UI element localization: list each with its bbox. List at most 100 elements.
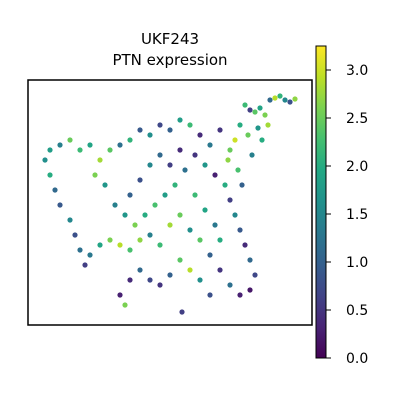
data-point xyxy=(212,222,217,227)
data-point xyxy=(247,257,252,262)
colorbar-ticks: 0.0 0.5 1.0 1.5 2.0 2.5 3.0 xyxy=(326,63,368,367)
data-point xyxy=(52,187,57,192)
data-point xyxy=(277,93,282,98)
data-point xyxy=(207,142,212,147)
data-point xyxy=(217,267,222,272)
data-point xyxy=(77,247,82,252)
data-point xyxy=(202,207,207,212)
data-point xyxy=(192,152,197,157)
data-point xyxy=(227,282,232,287)
data-point xyxy=(137,237,142,242)
data-point xyxy=(257,105,262,110)
data-point xyxy=(242,102,247,107)
data-point xyxy=(127,277,132,282)
chart-title: UKF243 xyxy=(141,30,199,48)
data-point xyxy=(132,222,137,227)
data-point xyxy=(152,202,157,207)
data-point xyxy=(117,292,122,297)
colorbar-tick-label: 0.0 xyxy=(346,351,368,367)
data-point xyxy=(242,242,247,247)
data-point xyxy=(292,96,297,101)
colorbar-tick-label: 0.5 xyxy=(346,303,368,319)
data-point xyxy=(167,127,172,132)
data-point xyxy=(259,137,264,142)
data-point xyxy=(127,192,132,197)
data-point xyxy=(47,147,52,152)
data-point xyxy=(192,192,197,197)
data-point xyxy=(287,99,292,104)
data-point xyxy=(72,232,77,237)
data-point xyxy=(202,162,207,167)
data-point xyxy=(245,132,250,137)
data-point xyxy=(187,122,192,127)
data-point xyxy=(177,147,182,152)
data-point xyxy=(255,125,260,130)
data-point xyxy=(97,157,102,162)
data-point xyxy=(102,182,107,187)
data-point xyxy=(122,212,127,217)
data-point xyxy=(177,257,182,262)
data-point xyxy=(127,247,132,252)
data-point xyxy=(272,95,277,100)
data-point xyxy=(107,237,112,242)
data-point xyxy=(157,242,162,247)
data-point xyxy=(42,157,47,162)
data-point xyxy=(157,282,162,287)
data-point xyxy=(217,237,222,242)
data-point xyxy=(207,252,212,257)
data-point xyxy=(227,197,232,202)
data-point xyxy=(87,252,92,257)
data-point xyxy=(147,232,152,237)
data-point xyxy=(147,277,152,282)
data-point xyxy=(167,272,172,277)
data-point xyxy=(172,182,177,187)
data-point xyxy=(247,107,252,112)
data-point xyxy=(197,237,202,242)
data-point xyxy=(249,152,254,157)
colorbar-tick-label: 3.0 xyxy=(346,63,368,79)
data-point xyxy=(252,272,257,277)
data-point xyxy=(177,117,182,122)
data-point xyxy=(237,122,242,127)
data-point xyxy=(222,182,227,187)
data-point xyxy=(162,192,167,197)
colorbar-tick-label: 2.5 xyxy=(346,111,368,127)
data-point xyxy=(147,162,152,167)
data-point xyxy=(92,172,97,177)
data-point xyxy=(67,137,72,142)
data-point xyxy=(217,127,222,132)
data-point xyxy=(227,147,232,152)
data-point xyxy=(47,172,52,177)
data-point xyxy=(252,109,257,114)
data-point xyxy=(187,267,192,272)
data-point xyxy=(107,147,112,152)
data-point xyxy=(197,132,202,137)
data-point xyxy=(239,182,244,187)
data-point xyxy=(232,212,237,217)
data-point xyxy=(225,157,230,162)
data-point xyxy=(167,162,172,167)
data-point xyxy=(137,267,142,272)
data-point xyxy=(187,227,192,232)
data-point xyxy=(237,227,242,232)
data-point xyxy=(147,132,152,137)
data-point xyxy=(182,167,187,172)
data-point xyxy=(197,277,202,282)
data-point xyxy=(82,262,87,267)
data-point xyxy=(77,147,82,152)
data-point xyxy=(127,137,132,142)
data-point xyxy=(247,287,252,292)
data-point xyxy=(67,217,72,222)
data-point xyxy=(267,97,272,102)
data-point xyxy=(157,152,162,157)
colorbar xyxy=(316,46,326,358)
data-point xyxy=(212,172,217,177)
data-point xyxy=(207,292,212,297)
data-point xyxy=(137,177,142,182)
plot-frame xyxy=(28,80,312,325)
data-point xyxy=(142,212,147,217)
data-point xyxy=(262,112,267,117)
data-point xyxy=(117,242,122,247)
colorbar-tick-label: 1.5 xyxy=(346,207,368,223)
